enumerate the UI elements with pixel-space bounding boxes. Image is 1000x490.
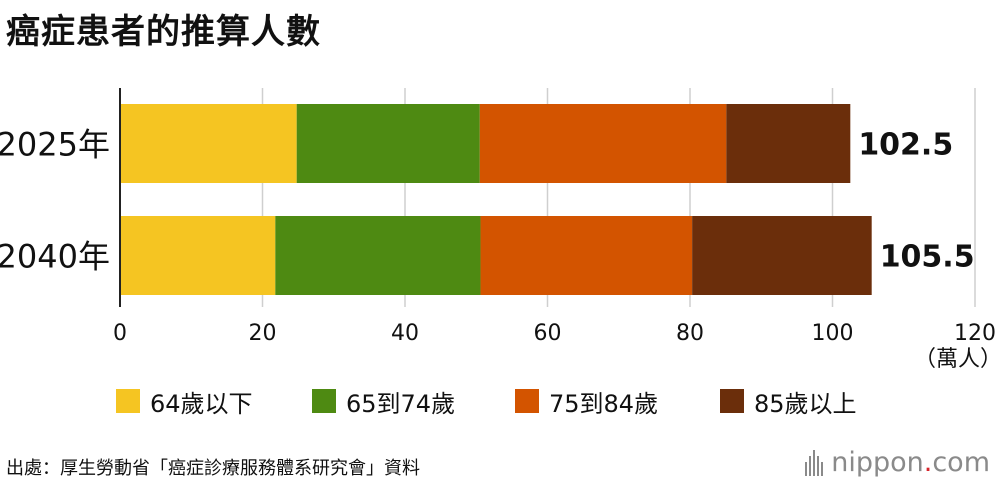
unit-label: （萬人） — [914, 347, 1000, 372]
legend-item: 85歲以上 — [720, 381, 857, 421]
category-labels: 2025年 2040年 — [0, 126, 110, 276]
legend-swatch — [116, 389, 140, 413]
x-tick-label: 100 — [812, 321, 854, 346]
legend-item: 64歲以下 — [116, 381, 253, 421]
bar-chart: 2025年 2040年 102.5 105.5 0 20 40 60 80 100 120 （萬… — [0, 88, 1000, 372]
x-tick-label: 40 — [391, 321, 419, 346]
x-tick-labels: 0 20 40 60 80 100 120 — [113, 321, 996, 346]
category-label: 2025年 — [0, 126, 110, 164]
legend: 64歲以下 65到74歲 75到84歲 85歲以上 — [0, 381, 1000, 421]
logo-dot: . — [923, 447, 933, 478]
bar-segment — [480, 216, 693, 295]
x-tick-label: 0 — [113, 321, 127, 346]
logo-bars-icon — [805, 449, 825, 476]
bar-segment — [692, 216, 872, 295]
source-note: 出處：厚生勞動省「癌症診療服務體系研究會」資料 — [6, 458, 420, 479]
total-labels: 102.5 105.5 — [858, 128, 974, 275]
bars — [120, 104, 872, 295]
legend-label: 75到84歲 — [549, 389, 659, 418]
x-tick-label: 60 — [534, 321, 562, 346]
logo-text: nippon — [831, 447, 924, 478]
legend-swatch — [720, 389, 744, 413]
bar-segment — [120, 104, 297, 183]
nippon-logo: nippon. com — [805, 447, 990, 478]
bar-segment — [726, 104, 851, 183]
total-label: 105.5 — [880, 240, 975, 275]
x-tick-label: 20 — [249, 321, 277, 346]
legend-label: 65到74歲 — [346, 389, 456, 418]
legend-swatch — [312, 389, 336, 413]
x-tick-label: 80 — [676, 321, 704, 346]
legend-item: 65到74歲 — [312, 381, 455, 421]
legend-label: 64歲以下 — [150, 389, 253, 418]
legend-swatch — [515, 389, 539, 413]
legend-label: 85歲以上 — [754, 389, 857, 418]
chart-title: 癌症患者的推算人數 — [6, 12, 321, 52]
legend-item: 75到84歲 — [515, 381, 658, 421]
category-label: 2040年 — [0, 238, 110, 276]
x-tick-label: 120 — [954, 321, 996, 346]
logo-tld: com — [932, 447, 990, 478]
bar-segment — [296, 104, 480, 183]
bar-segment — [120, 216, 276, 295]
bar-segment — [275, 216, 481, 295]
total-label: 102.5 — [858, 128, 953, 163]
bar-segment — [479, 104, 727, 183]
